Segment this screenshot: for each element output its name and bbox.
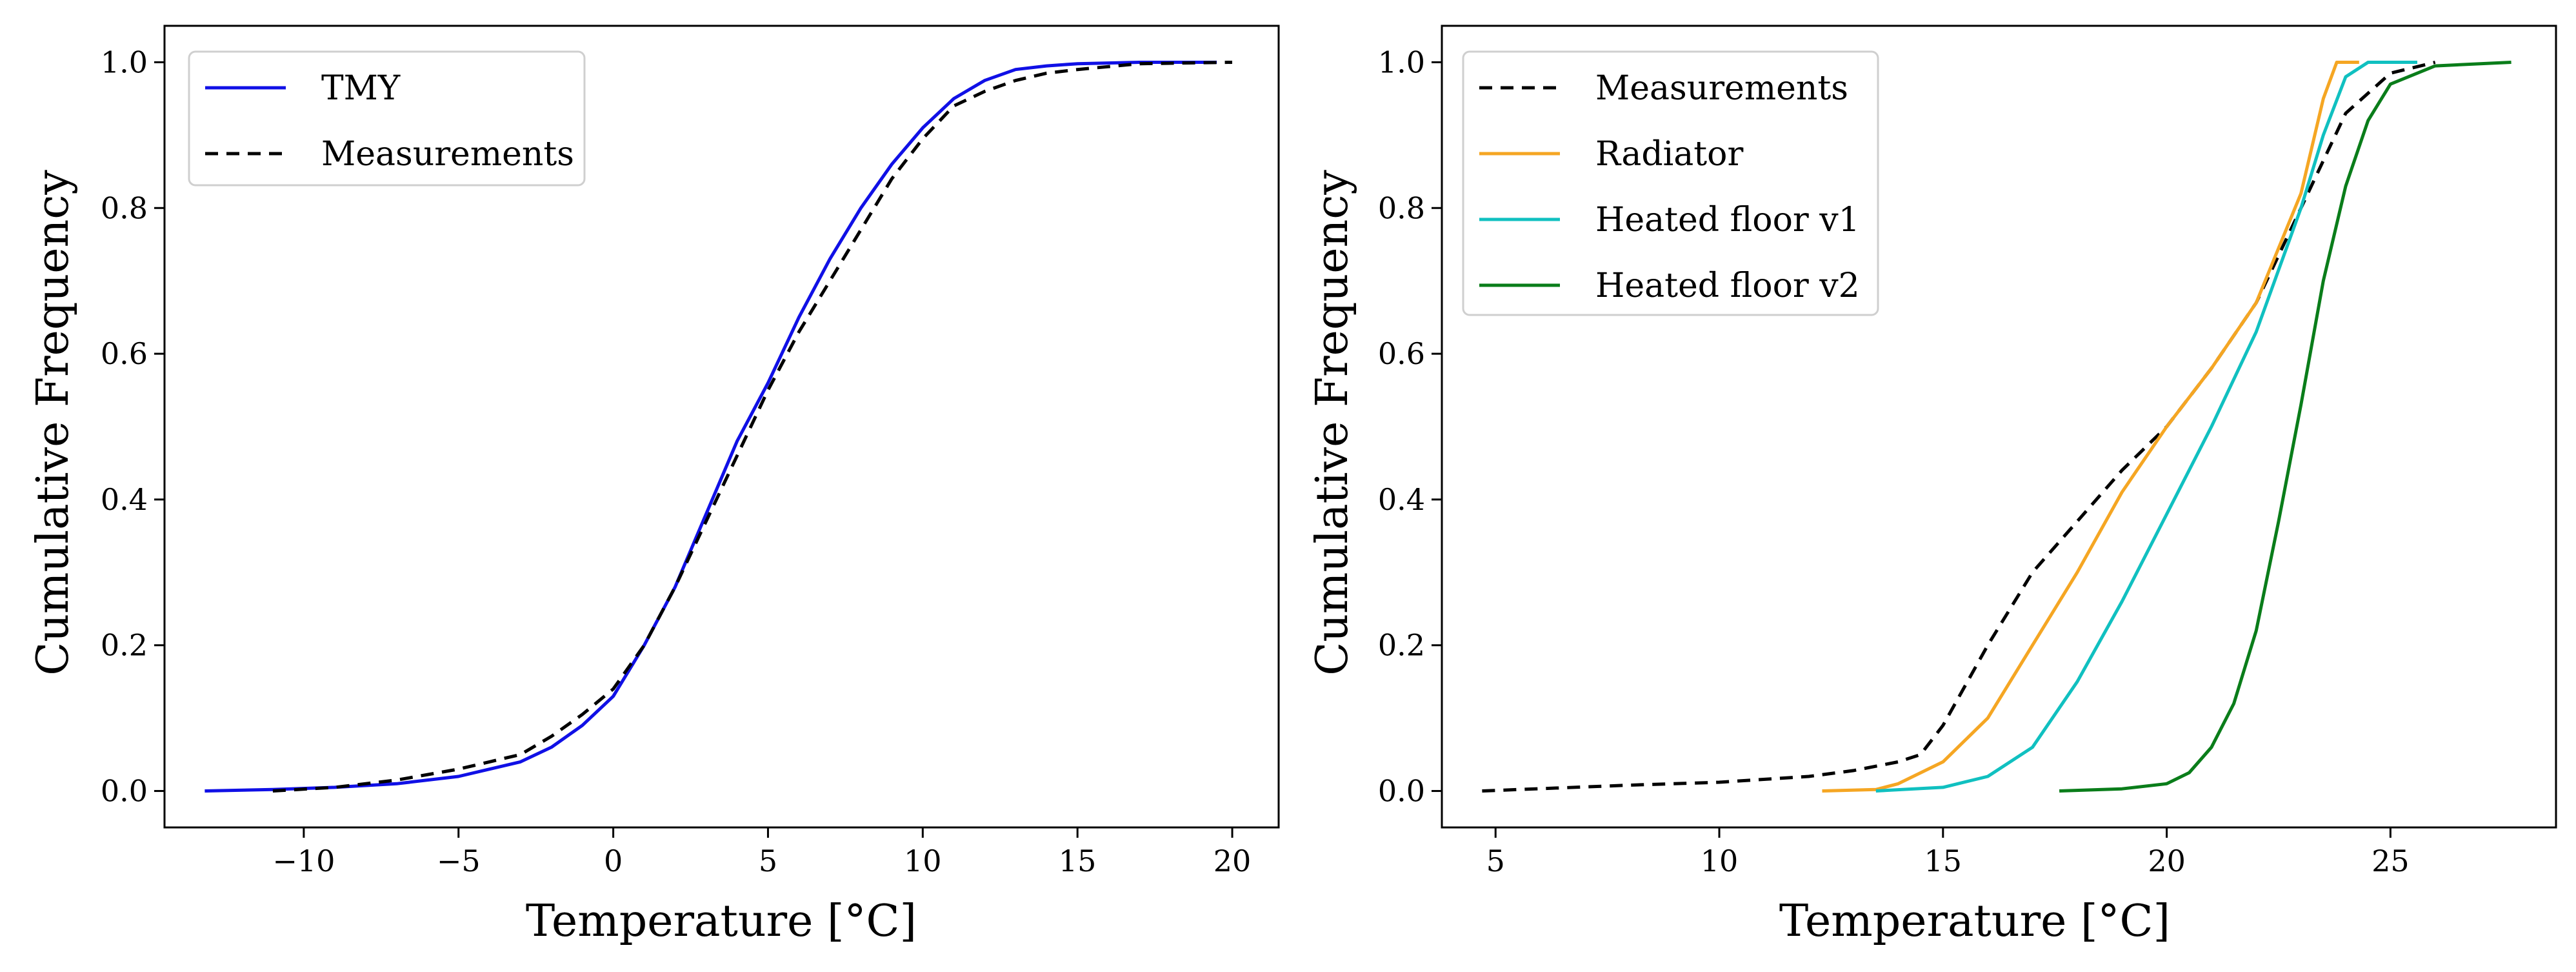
left-ticks: −10 −5 0 5 10 15 20 0.0 0.2 0.4 0.6 0.8 1.0 xyxy=(101,45,1251,878)
left-x-tick-label: −10 xyxy=(272,844,335,878)
right-series-lines xyxy=(1482,61,2511,793)
left-series-measurements-line xyxy=(272,61,1233,793)
right-ticks: 5 10 15 20 25 0.0 0.2 0.4 0.6 0.8 1.0 xyxy=(1378,45,2410,878)
left-x-tick-label: 10 xyxy=(904,844,942,878)
left-plot-frame xyxy=(163,25,1280,829)
left-legend-label-measurements: Measurements xyxy=(321,135,574,174)
right-x-tick-label: 10 xyxy=(1701,844,1739,878)
left-x-tick-label: 20 xyxy=(1213,844,1252,878)
right-y-tick-label: 0.2 xyxy=(1378,628,1425,663)
left-y-axis-label: Cumulative Frequency xyxy=(28,170,79,676)
left-y-tick-label: 0.2 xyxy=(101,628,148,663)
left-legend-box xyxy=(188,50,586,187)
right-legend: Measurements Radiator Heated floor v1 Heate… xyxy=(1462,50,1879,316)
left-series-lines xyxy=(205,61,1233,793)
right-legend-label-heated-floor-v1: Heated floor v1 xyxy=(1595,201,1860,239)
right-series-heated-floor-v2-line xyxy=(2059,61,2511,793)
right-legend-label-measurements: Measurements xyxy=(1595,69,1848,108)
left-legend-label-tmy: TMY xyxy=(321,69,401,108)
left-x-axis-label: Temperature [°C] xyxy=(526,896,917,947)
left-y-tick-label: 0.4 xyxy=(101,482,148,517)
right-series-radiator-line xyxy=(1822,61,2359,793)
left-y-tick-label: 0.0 xyxy=(101,774,148,809)
right-x-tick-label: 20 xyxy=(2148,844,2186,878)
right-legend-label-radiator: Radiator xyxy=(1595,135,1743,174)
right-legend-label-heated-floor-v2: Heated floor v2 xyxy=(1595,267,1860,305)
right-y-tick-label: 0.4 xyxy=(1378,482,1425,517)
left-x-tick-label: 15 xyxy=(1059,844,1097,878)
left-y-tick-label: 0.6 xyxy=(101,336,148,371)
left-x-tick-label: 5 xyxy=(759,844,777,878)
left-x-tick-label: 0 xyxy=(604,844,623,878)
right-x-tick-label: 25 xyxy=(2371,844,2410,878)
right-x-axis-label: Temperature [°C] xyxy=(1779,896,2170,947)
left-y-tick-label: 0.8 xyxy=(101,190,148,225)
right-y-tick-label: 0.6 xyxy=(1378,336,1425,371)
left-x-tick-label: −5 xyxy=(437,844,481,878)
right-panel: Cumulative Frequency Temperature [°C] 5 1… xyxy=(1307,25,2557,947)
right-plot-frame xyxy=(1441,25,2557,829)
right-y-tick-label: 1.0 xyxy=(1378,45,1425,79)
right-x-tick-label: 15 xyxy=(1924,844,1962,878)
right-legend-box xyxy=(1462,50,1879,316)
right-series-heated-floor-v1-line xyxy=(1875,61,2417,793)
left-y-tick-label: 1.0 xyxy=(101,45,148,79)
right-x-tick-label: 5 xyxy=(1486,844,1505,878)
right-y-tick-label: 0.0 xyxy=(1378,774,1425,809)
left-series-tmy-line xyxy=(205,61,1217,793)
left-panel: Cumulative Frequency Temperature [°C] −1… xyxy=(28,25,1280,947)
right-y-tick-label: 0.8 xyxy=(1378,190,1425,225)
right-y-axis-label: Cumulative Frequency xyxy=(1307,170,1358,676)
left-legend: TMY Measurements xyxy=(188,50,586,187)
